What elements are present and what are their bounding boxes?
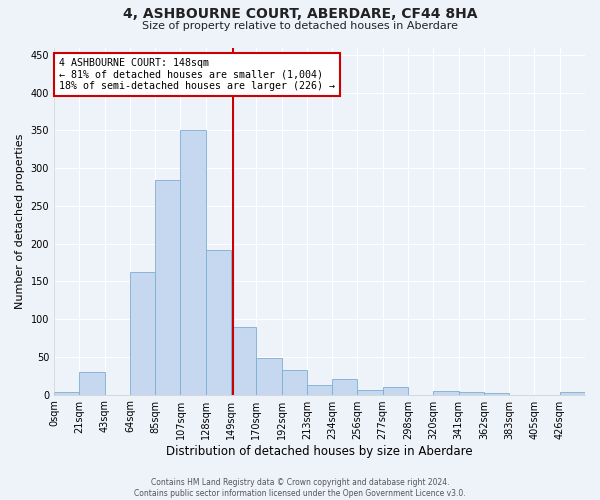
Bar xyxy=(433,391,458,394)
Bar xyxy=(155,180,181,394)
Y-axis label: Number of detached properties: Number of detached properties xyxy=(15,134,25,308)
Bar xyxy=(281,370,307,394)
Bar xyxy=(231,326,256,394)
Bar xyxy=(307,385,332,394)
Text: 4, ASHBOURNE COURT, ABERDARE, CF44 8HA: 4, ASHBOURNE COURT, ABERDARE, CF44 8HA xyxy=(123,8,477,22)
Bar xyxy=(206,250,231,394)
Bar xyxy=(256,358,281,395)
Bar xyxy=(54,392,79,394)
Bar xyxy=(560,392,585,394)
Bar xyxy=(79,372,104,394)
Text: 4 ASHBOURNE COURT: 148sqm
← 81% of detached houses are smaller (1,004)
18% of se: 4 ASHBOURNE COURT: 148sqm ← 81% of detac… xyxy=(59,58,335,91)
Bar xyxy=(484,393,509,394)
Bar xyxy=(332,380,358,394)
Bar xyxy=(358,390,383,394)
Bar xyxy=(181,130,206,394)
Text: Contains HM Land Registry data © Crown copyright and database right 2024.
Contai: Contains HM Land Registry data © Crown c… xyxy=(134,478,466,498)
Text: Size of property relative to detached houses in Aberdare: Size of property relative to detached ho… xyxy=(142,21,458,31)
Bar xyxy=(383,387,408,394)
Bar xyxy=(458,392,484,394)
X-axis label: Distribution of detached houses by size in Aberdare: Distribution of detached houses by size … xyxy=(166,444,473,458)
Bar xyxy=(130,272,155,394)
